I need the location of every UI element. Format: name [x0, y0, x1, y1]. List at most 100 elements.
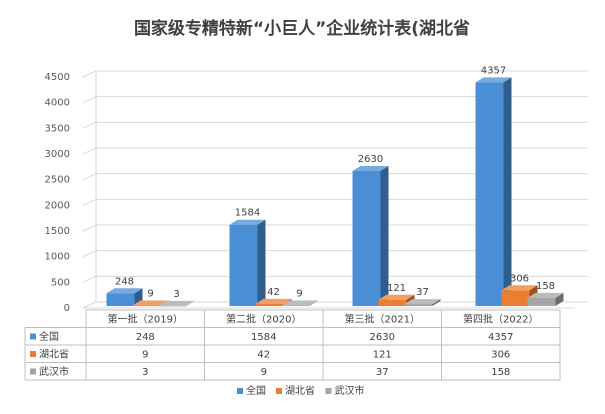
gridline: [82, 70, 588, 78]
bar-top: [475, 77, 512, 83]
bar-front: [501, 290, 530, 306]
bar: [352, 165, 389, 306]
y-tick-label: 500: [51, 277, 70, 288]
bar: [158, 300, 195, 307]
data-label: 158: [536, 281, 555, 292]
bar-side: [432, 299, 441, 306]
bar-side: [555, 292, 564, 306]
bar-front: [158, 305, 187, 307]
data-labels: 248 9 3 1584 42 9 2630 121 37 4357 306 158: [115, 65, 555, 300]
x-tick-label: 第四批（2022）: [463, 313, 538, 326]
y-tick-label: 4500: [45, 72, 70, 83]
bar-top: [527, 292, 564, 298]
gridline: [82, 147, 588, 155]
table-cell: 3: [142, 367, 148, 378]
legend: 全国 湖北省 武汉市: [237, 384, 365, 397]
bar-front: [404, 304, 433, 306]
table-series-name: 武汉市: [39, 365, 69, 378]
gridline: [82, 121, 588, 129]
chart-title: 国家级专精特新“小巨人”企业统计表(湖北省: [134, 18, 470, 39]
legend-swatch: [325, 388, 332, 394]
gridline: [82, 96, 588, 104]
bar: [281, 300, 318, 307]
table-cell: 9: [142, 350, 148, 361]
data-label: 2630: [358, 154, 383, 165]
data-label: 248: [115, 276, 134, 287]
legend-label: 全国: [246, 384, 266, 397]
table-cell: 42: [257, 350, 270, 361]
bar-top: [378, 294, 415, 300]
bar-front: [378, 299, 407, 306]
table-cell: 306: [491, 350, 510, 361]
bar-top: [352, 165, 389, 171]
data-label: 9: [147, 289, 153, 300]
bar-side: [309, 300, 318, 306]
table-series-swatch: [30, 333, 36, 340]
bar-top: [501, 285, 538, 291]
y-axis: 0 500 1000 1500 2000 2500 3000 3500 4000 4500: [45, 72, 70, 314]
bars: [106, 77, 564, 307]
gridlines: [82, 70, 588, 309]
bar-top: [281, 300, 318, 306]
data-table: 第一批（2019） 第二批（2020） 第三批（2021） 第四批（2022） 全国 24…: [24, 309, 561, 381]
legend-item: 武汉市: [325, 384, 365, 397]
gridline: [82, 250, 588, 258]
bar: [475, 77, 512, 306]
y-tick-label: 2500: [45, 175, 70, 186]
bar-side: [257, 219, 266, 306]
legend-swatch: [276, 388, 282, 394]
bar-top: [106, 288, 143, 294]
legend-swatch: [237, 388, 243, 394]
bar-top: [255, 298, 292, 304]
y-tick-label: 0: [64, 303, 70, 314]
bar-top: [404, 299, 441, 305]
table-cell: 2630: [370, 332, 395, 343]
bar-front: [106, 293, 135, 306]
bar-side: [186, 300, 195, 306]
y-tick-label: 3500: [45, 123, 70, 134]
bar-front: [229, 224, 258, 306]
table-series-swatch: [30, 368, 36, 375]
table-cell: 121: [373, 350, 392, 361]
bar: [229, 219, 266, 306]
table-cell: 1584: [251, 332, 276, 343]
table-series-swatch: [30, 351, 36, 357]
data-label: 42: [267, 287, 280, 298]
y-tick-label: 4000: [45, 98, 70, 109]
bar-side: [380, 165, 389, 306]
bar-front: [281, 305, 310, 307]
x-tick-label: 第三批（2021）: [345, 313, 420, 326]
table-cell: 37: [376, 367, 389, 378]
x-tick-label: 第二批（2020）: [226, 313, 301, 326]
bar-front: [352, 170, 381, 306]
table-cell: 158: [491, 367, 510, 378]
data-label: 1584: [235, 208, 260, 219]
data-label: 37: [416, 287, 429, 298]
bar-top: [132, 300, 169, 306]
data-label: 306: [510, 273, 529, 284]
table-cell: 248: [136, 332, 155, 343]
table-series-name: 湖北省: [39, 348, 69, 361]
bar: [527, 292, 564, 306]
table-cell: 4357: [488, 332, 513, 343]
x-tick-label: 第一批（2019）: [108, 313, 183, 326]
data-label: 4357: [481, 65, 506, 76]
legend-label: 湖北省: [285, 384, 315, 397]
table-series-name: 全国: [39, 330, 59, 343]
bar: [404, 299, 441, 306]
legend-label: 武汉市: [335, 384, 365, 397]
data-label: 121: [387, 283, 406, 294]
legend-item: 湖北省: [276, 384, 315, 397]
bar-front: [132, 305, 161, 307]
bar-front: [475, 82, 504, 306]
bar-top: [229, 219, 266, 225]
bar-front: [255, 303, 284, 306]
legend-item: 全国: [237, 384, 266, 397]
y-tick-label: 3000: [45, 149, 70, 160]
y-tick-label: 1000: [45, 252, 70, 263]
data-label: 3: [173, 289, 179, 300]
gridline: [82, 173, 588, 181]
data-label: 9: [296, 289, 302, 300]
y-tick-label: 1500: [45, 226, 70, 237]
